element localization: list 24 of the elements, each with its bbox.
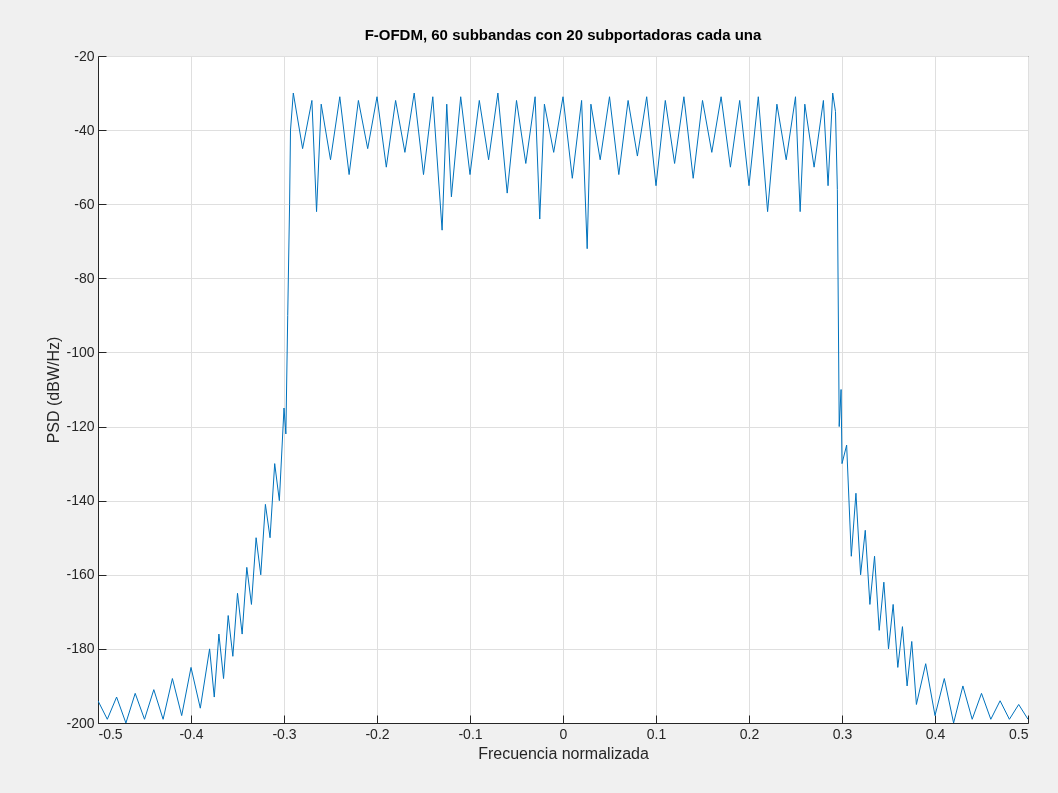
x-tick-label: -0.5 xyxy=(98,725,123,742)
x-tick-label: -0.2 xyxy=(365,725,390,742)
y-tick-label: -140 xyxy=(66,492,95,509)
y-tick-label: -200 xyxy=(66,714,95,731)
x-tick-label: 0.1 xyxy=(646,725,667,742)
x-tick-label: -0.4 xyxy=(179,725,204,742)
y-tick-label: -180 xyxy=(66,640,95,657)
x-tick-label: -0.3 xyxy=(272,725,297,742)
y-tick-label: -40 xyxy=(74,121,95,138)
y-tick-label: -80 xyxy=(74,269,95,286)
chart-title: F-OFDM, 60 subbandas con 20 subportadoras cada una xyxy=(364,26,763,43)
y-axis-title: PSD (dBW/Hz) xyxy=(45,336,63,444)
x-tick-label: 0.4 xyxy=(925,725,946,742)
x-tick-label: -0.1 xyxy=(458,725,483,742)
x-tick-label: 0.2 xyxy=(739,725,760,742)
y-tick-label: -60 xyxy=(74,195,95,212)
y-tick-label: -120 xyxy=(66,418,95,435)
y-tick-label: -20 xyxy=(74,47,95,64)
x-axis-title: Frecuencia normalizada xyxy=(478,744,649,762)
y-tick-label: -160 xyxy=(66,566,95,583)
y-tick-label: -100 xyxy=(66,343,95,360)
x-tick-label: 0.5 xyxy=(1009,725,1029,742)
x-tick-label: 0.3 xyxy=(832,725,853,742)
x-tick-label: 0 xyxy=(559,725,568,742)
